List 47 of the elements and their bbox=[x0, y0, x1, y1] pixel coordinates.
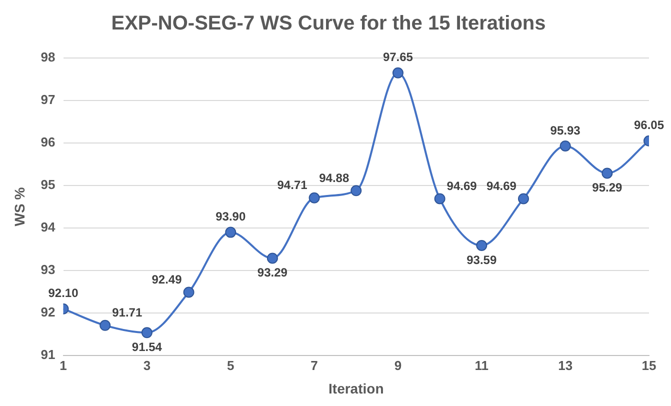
x-tick-label: 9 bbox=[394, 358, 402, 373]
y-tick-label: 92 bbox=[40, 304, 56, 320]
data-label: 92.10 bbox=[48, 286, 79, 300]
point bbox=[602, 168, 613, 179]
point bbox=[308, 192, 320, 204]
data-label: 94.71 bbox=[277, 178, 308, 192]
x-tick-label: 7 bbox=[310, 358, 318, 373]
y-tick-label: 91 bbox=[40, 347, 56, 362]
point bbox=[141, 327, 152, 338]
x-tick-label: 13 bbox=[558, 358, 573, 373]
y-tick-label: 93 bbox=[40, 262, 56, 278]
data-label: 91.71 bbox=[112, 306, 142, 320]
data-label: 96.05 bbox=[634, 118, 664, 132]
point bbox=[434, 193, 446, 204]
data-label: 93.90 bbox=[216, 210, 246, 224]
data-label: 92.49 bbox=[152, 272, 182, 287]
y-tick-label: 96 bbox=[40, 134, 56, 150]
data-label: 94.69 bbox=[486, 179, 517, 194]
point bbox=[225, 226, 236, 238]
point bbox=[560, 140, 571, 152]
point bbox=[392, 67, 404, 78]
data-label: 91.54 bbox=[132, 340, 162, 354]
data-label: 94.88 bbox=[319, 170, 350, 185]
data-label: 93.59 bbox=[466, 252, 497, 267]
x-axis-title: Iteration bbox=[328, 380, 384, 396]
point bbox=[350, 185, 362, 196]
point bbox=[100, 320, 111, 331]
data-label: 95.93 bbox=[550, 123, 581, 138]
chart-title: EXP-NO-SEG-7 WS Curve for the 15 Iterations bbox=[111, 12, 546, 35]
data-label: 93.29 bbox=[257, 266, 288, 280]
y-tick-label: 97 bbox=[40, 92, 56, 108]
point bbox=[518, 193, 529, 204]
data-label: 97.65 bbox=[382, 50, 414, 64]
data-label: 94.69 bbox=[446, 179, 478, 194]
point bbox=[183, 286, 194, 298]
x-tick-label: 3 bbox=[143, 358, 151, 373]
x-tick-label: 15 bbox=[642, 358, 656, 373]
data-label: 95.29 bbox=[592, 180, 622, 195]
y-axis-title: WS % bbox=[11, 186, 28, 226]
point bbox=[476, 240, 488, 251]
y-tick-label: 94 bbox=[40, 220, 56, 235]
x-tick-label: 5 bbox=[226, 358, 234, 373]
x-tick-label: 11 bbox=[474, 358, 489, 373]
point bbox=[266, 252, 278, 264]
y-tick-label: 98 bbox=[40, 50, 56, 65]
x-tick-label: 1 bbox=[60, 358, 67, 373]
y-tick-label: 95 bbox=[40, 177, 56, 192]
